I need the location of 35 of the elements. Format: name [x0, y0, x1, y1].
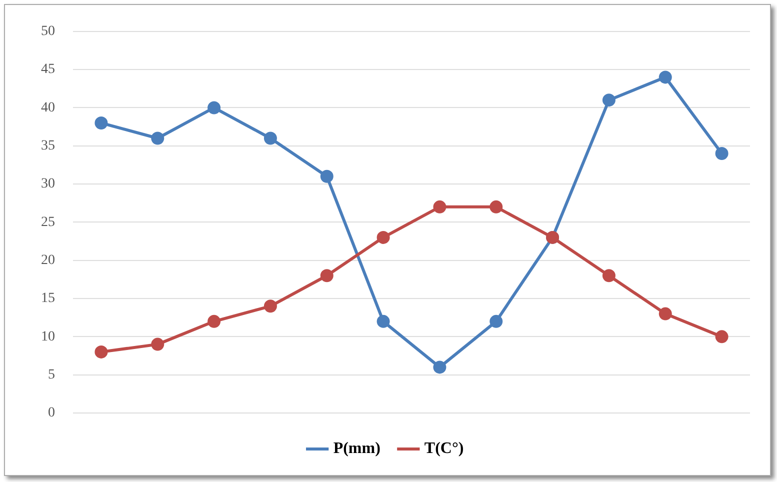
point: [602, 269, 616, 282]
y-tick-label: 20: [41, 253, 55, 268]
point: [490, 200, 503, 214]
point: [433, 200, 446, 214]
point: [658, 307, 672, 320]
point: [490, 314, 503, 328]
point: [376, 314, 390, 328]
y-tick-label: 50: [41, 24, 55, 40]
point: [264, 300, 277, 313]
y-tick-label: 25: [41, 214, 55, 230]
point: [264, 132, 277, 145]
point: [94, 116, 108, 130]
y-tick-label: 15: [41, 291, 55, 306]
legend-label: P(mm): [333, 440, 380, 458]
y-tick-label: 0: [48, 406, 55, 421]
y-tick-label: 45: [41, 62, 55, 78]
point: [320, 269, 334, 282]
point: [151, 132, 164, 145]
point: [208, 101, 221, 114]
y-tick-label: 40: [41, 100, 55, 116]
legend-label: T(C°): [424, 440, 464, 458]
point: [658, 70, 672, 84]
point: [715, 330, 728, 344]
point: [94, 345, 108, 358]
y-tick-label: 10: [41, 329, 55, 344]
point: [433, 360, 446, 374]
point: [715, 147, 728, 160]
y-tick-label: 35: [41, 138, 55, 154]
point: [151, 338, 164, 351]
point: [376, 230, 390, 244]
y-tick-label: 5: [48, 368, 55, 383]
point: [602, 94, 616, 107]
y-tick-label: 30: [41, 176, 55, 192]
point: [320, 170, 334, 183]
point: [208, 314, 221, 328]
